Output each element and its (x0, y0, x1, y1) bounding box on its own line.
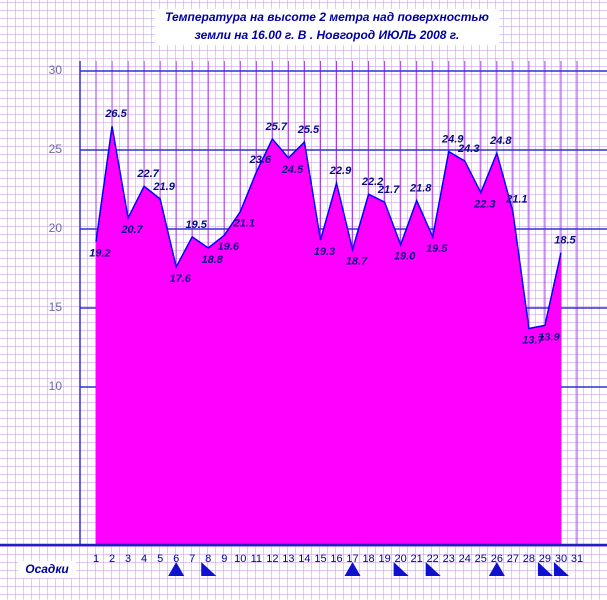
x-tick-label: 8 (205, 553, 211, 565)
y-tick-label: 25 (49, 142, 63, 156)
x-tick-label: 13 (282, 553, 294, 565)
y-tick-label: 20 (49, 221, 63, 235)
data-label: 19.5 (426, 243, 448, 255)
data-label: 21.9 (152, 181, 175, 193)
plot-area: 101520253019.226.520.722.721.917.619.518… (0, 61, 607, 578)
x-tick-label: 15 (314, 553, 326, 565)
y-tick-label: 15 (49, 300, 63, 314)
precip-light (553, 562, 569, 576)
data-label: 24.8 (489, 135, 512, 147)
x-tick-label: 23 (443, 553, 455, 565)
data-label: 26.5 (104, 108, 127, 120)
precip-heavy (488, 562, 505, 576)
x-tick-label: 20 (395, 553, 407, 565)
data-label: 25.5 (297, 124, 320, 136)
x-tick-label: 10 (234, 553, 246, 565)
precip-heavy (344, 562, 361, 576)
data-label: 24.5 (281, 164, 304, 176)
data-label: 17.6 (169, 273, 191, 285)
y-tick-label: 30 (49, 63, 63, 77)
data-label: 20.7 (120, 224, 143, 236)
x-tick-label: 1 (93, 553, 99, 565)
x-tick-label: 19 (378, 553, 390, 565)
data-label: 21.1 (233, 218, 255, 230)
x-tick-label: 25 (475, 553, 487, 565)
precip-light (201, 562, 217, 576)
x-tick-label: 28 (523, 553, 535, 565)
precip-heavy (168, 562, 185, 576)
data-label: 24.3 (457, 143, 479, 155)
x-tick-label: 9 (221, 553, 227, 565)
x-tick-label: 24 (459, 553, 471, 565)
data-label: 18.7 (346, 255, 368, 267)
data-label: 21.7 (377, 184, 400, 196)
data-label: 22.3 (473, 199, 495, 211)
data-label: 21.1 (505, 194, 527, 206)
data-label: 24.9 (441, 133, 464, 145)
x-tick-label: 27 (507, 553, 519, 565)
x-tick-label: 14 (298, 553, 310, 565)
precip-light (537, 562, 553, 576)
data-label: 22.2 (361, 176, 383, 188)
precip-label-box (18, 561, 76, 578)
data-label: 19.5 (185, 219, 207, 231)
precip-light (393, 562, 409, 576)
x-tick-label: 31 (571, 553, 583, 565)
area (96, 126, 561, 546)
x-tick-label: 2 (109, 553, 115, 565)
x-tick-label: 11 (251, 553, 262, 565)
x-tick-label: 6 (173, 553, 179, 565)
x-tick-label: 3 (125, 553, 131, 565)
x-tick-label: 12 (266, 553, 278, 565)
data-label: 19.6 (218, 241, 240, 253)
data-label: 13.7 (522, 334, 544, 346)
data-label: 19.2 (89, 248, 110, 260)
data-label: 25.7 (265, 121, 288, 133)
y-tick-label: 10 (49, 379, 63, 393)
data-label: 23.6 (249, 154, 272, 166)
x-tick-label: 18 (362, 553, 374, 565)
data-label: 13.9 (538, 331, 560, 343)
x-tick-label: 22 (427, 553, 439, 565)
data-label: 19.3 (314, 246, 335, 258)
data-label: 19.0 (394, 251, 416, 263)
chart-subtitle: земли на 16.00 г. В . Новгород ИЮЛЬ 2008… (195, 28, 460, 42)
x-tick-label: 7 (189, 553, 195, 565)
x-tick-label: 4 (141, 553, 147, 565)
title-box (155, 9, 499, 45)
x-tick-label: 21 (411, 553, 423, 565)
data-label: 21.8 (409, 182, 432, 194)
x-tick-label: 30 (555, 553, 567, 565)
x-tick-label: 16 (330, 553, 342, 565)
precip-label: Осадки (25, 562, 69, 576)
data-label: 18.8 (202, 254, 224, 266)
x-tick-label: 5 (157, 553, 163, 565)
data-label: 22.7 (136, 168, 159, 180)
line (95, 126, 562, 330)
x-tick-label: 29 (539, 553, 551, 565)
x-tick-label: 26 (491, 553, 503, 565)
precip-light (425, 562, 441, 576)
chart-title: Температура на высоте 2 метра над поверх… (165, 10, 489, 24)
x-tick-label: 17 (346, 553, 358, 565)
data-label: 22.9 (329, 165, 352, 177)
data-label: 18.5 (554, 235, 576, 247)
